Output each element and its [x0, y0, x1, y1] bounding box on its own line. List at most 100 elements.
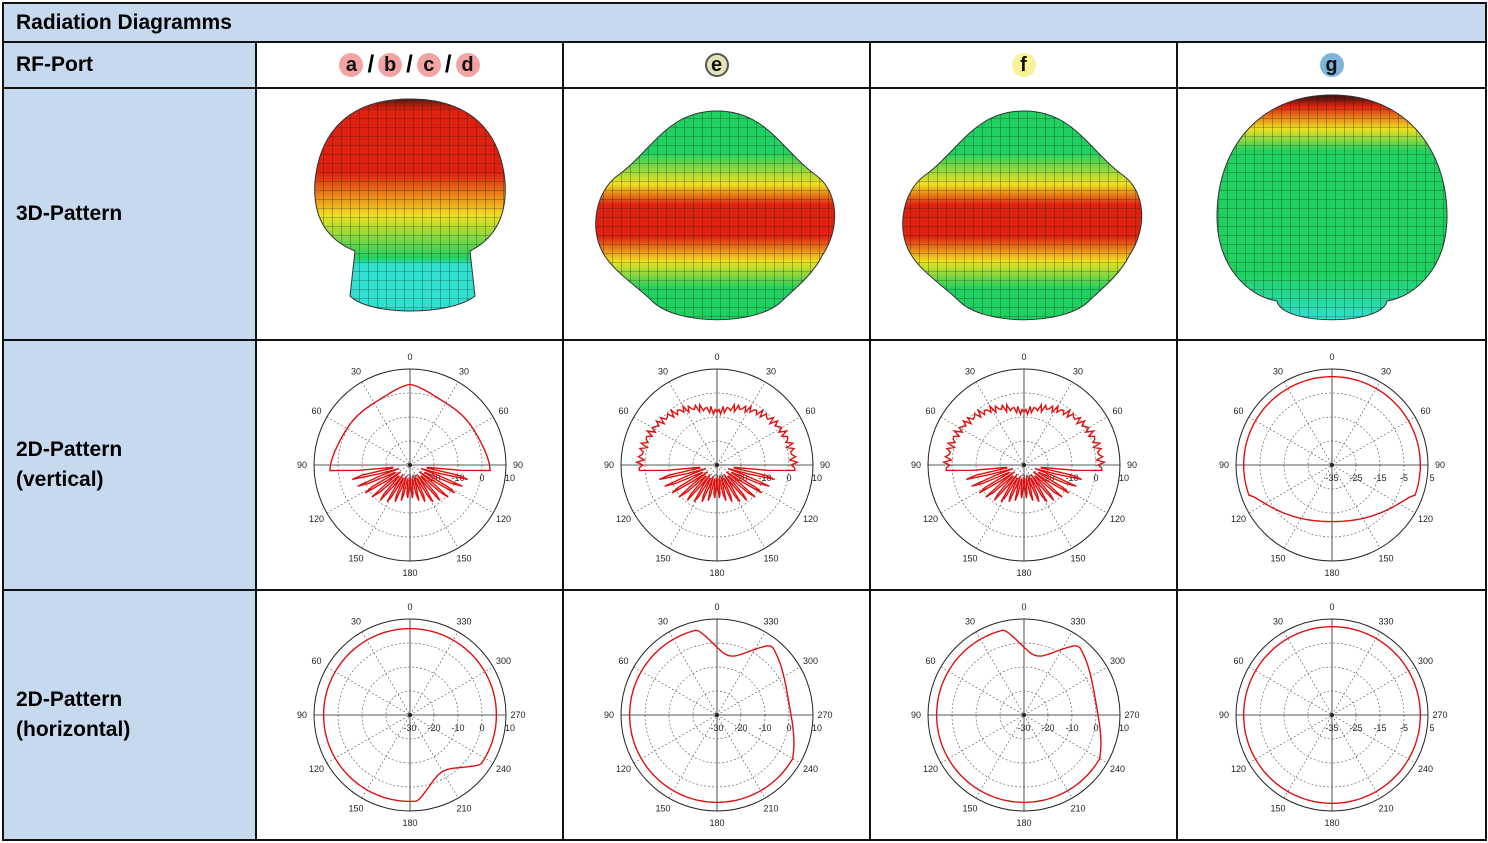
- polar-radial-tick: -20: [1041, 723, 1054, 733]
- polar-center-dot: [407, 463, 412, 467]
- row-label-2d-horizontal: 2D-Pattern (horizontal): [2, 589, 257, 841]
- pattern-3d-image: [1216, 94, 1448, 321]
- polar-angle-label: 150: [655, 804, 670, 814]
- row-label-line-2: (horizontal): [16, 718, 131, 741]
- polar-angle-label: 240: [496, 764, 511, 774]
- pattern-3d-e: [562, 87, 871, 341]
- row-label-line-1: 2D-Pattern: [16, 438, 123, 461]
- polar-radial-tick: 10: [811, 473, 821, 483]
- polar-angle-label: 90: [910, 460, 920, 470]
- radiation-pattern-curve: [941, 402, 1106, 503]
- polar-angle-label: 120: [803, 514, 818, 524]
- pattern-2d-horizontal-g: 0 330 300 270 240 210 180 150 120 90 60 30 -35 -25 -15…: [1175, 589, 1488, 841]
- polar-angle-label: 30: [1273, 366, 1283, 376]
- polar-center-dot: [714, 713, 719, 717]
- polar-radial-tick: -10: [1065, 723, 1078, 733]
- pattern-2d-horizontal-e: 0 330 300 270 240 210 180 150 120 90 60 30 -30 -20 -10…: [562, 589, 871, 841]
- polar-angle-label: 180: [402, 568, 417, 578]
- polar-angle-label: 0: [714, 352, 719, 362]
- radiation-pattern-curve: [935, 629, 1102, 804]
- polar-radial-tick: -10: [451, 723, 464, 733]
- polar-angle-label: 180: [1324, 818, 1339, 828]
- polar-radial-tick: -10: [758, 723, 771, 733]
- polar-angle-label: 30: [350, 366, 360, 376]
- polar-angle-label: 60: [925, 406, 935, 416]
- pattern-3d-image: [901, 110, 1142, 321]
- polar-angle-label: 60: [618, 656, 628, 666]
- polar-angle-label: 90: [819, 460, 829, 470]
- polar-angle-label: 30: [458, 366, 468, 376]
- polar-angle-label: 90: [603, 460, 613, 470]
- polar-angle-label: 150: [962, 804, 977, 814]
- polar-angle-label: 120: [615, 764, 630, 774]
- port-separator: /: [367, 51, 375, 78]
- polar-center-dot: [407, 713, 412, 717]
- polar-angle-label: 150: [1070, 554, 1085, 564]
- polar-angle-label: 0: [1021, 602, 1026, 612]
- polar-angle-label: 210: [1070, 804, 1085, 814]
- radiation-pattern-curve: [328, 383, 491, 503]
- polar-radial-tick: -25: [1349, 723, 1362, 733]
- table-title: Radiation Diagramms: [1, 2, 1488, 43]
- polar-angle-label: 120: [1230, 764, 1245, 774]
- polar-angle-label: 30: [1072, 366, 1082, 376]
- polar-angle-label: 180: [709, 818, 724, 828]
- pattern-2d-horizontal-abcd: 0 330 300 270 240 210 180 150 120 90 60 30 -30 -20 -10…: [255, 589, 564, 841]
- polar-radial-tick: -15: [1373, 473, 1386, 483]
- polar-plot-horizontal: 0 330 300 270 240 210 180 150 120 90 60 30 -35 -25 -15…: [1219, 602, 1448, 828]
- polar-center-dot: [1329, 713, 1334, 717]
- row-label-line-2: (vertical): [16, 468, 104, 491]
- polar-angle-label: 180: [1016, 818, 1031, 828]
- polar-plot-vertical: 0 30 60 90 120 150 180 150 120 90 60 30 -35 -25 -15 -5 5: [1219, 352, 1445, 578]
- polar-angle-label: 180: [709, 568, 724, 578]
- polar-angle-label: 0: [1021, 352, 1026, 362]
- polar-radial-tick: -5: [1400, 473, 1408, 483]
- polar-angle-label: 90: [910, 710, 920, 720]
- pattern-2d-vertical-e: 0 30 60 90 120 150 180 150 120 90 60 30 -30 -20 -10 0 10: [562, 339, 871, 591]
- polar-angle-label: 120: [922, 764, 937, 774]
- polar-angle-label: 30: [1273, 616, 1283, 626]
- pattern-3d-mesh: [314, 99, 505, 311]
- radiation-pattern-curve: [628, 629, 795, 804]
- polar-angle-label: 240: [803, 764, 818, 774]
- polar-angle-label: 330: [763, 616, 778, 626]
- polar-center-dot: [1021, 463, 1026, 467]
- pattern-3d-abcd: [255, 87, 564, 341]
- polar-angle-label: 60: [311, 406, 321, 416]
- port-badge-d: d: [455, 53, 480, 77]
- polar-angle-label: 210: [456, 804, 471, 814]
- polar-angle-label: 180: [1324, 568, 1339, 578]
- polar-radial-tick: -30: [1017, 723, 1030, 733]
- polar-radial-tick: -30: [403, 723, 416, 733]
- polar-angle-label: 150: [348, 804, 363, 814]
- polar-radial-tick: -15: [1373, 723, 1386, 733]
- row-label-3d-pattern: 3D-Pattern: [2, 87, 257, 341]
- polar-angle-label: 180: [1016, 568, 1031, 578]
- port-separator: /: [444, 51, 452, 78]
- polar-angle-label: 120: [1110, 514, 1125, 524]
- polar-plot-horizontal: 0 330 300 270 240 210 180 150 120 90 60 30 -30 -20 -10…: [910, 602, 1139, 828]
- polar-radial-tick: -20: [734, 723, 747, 733]
- polar-angle-label: 120: [1230, 514, 1245, 524]
- polar-angle-label: 210: [1378, 804, 1393, 814]
- polar-radial-tick: 0: [1093, 723, 1098, 733]
- port-cell-abcd: a / b / c / d: [255, 41, 564, 89]
- pattern-3d-g: [1175, 87, 1488, 341]
- polar-angle-label: 150: [763, 554, 778, 564]
- polar-radial-tick: 0: [1093, 473, 1098, 483]
- polar-radial-tick: 0: [479, 723, 484, 733]
- polar-angle-label: 120: [615, 514, 630, 524]
- port-badge-e: e: [704, 53, 729, 77]
- polar-angle-label: 0: [1329, 602, 1334, 612]
- polar-angle-label: 270: [817, 710, 832, 720]
- polar-angle-label: 150: [348, 554, 363, 564]
- pattern-3d-image: [313, 98, 506, 312]
- polar-angle-label: 0: [1329, 352, 1334, 362]
- port-cell-g: g: [1175, 41, 1488, 89]
- polar-radial-tick: -5: [1400, 723, 1408, 733]
- polar-angle-label: 180: [402, 818, 417, 828]
